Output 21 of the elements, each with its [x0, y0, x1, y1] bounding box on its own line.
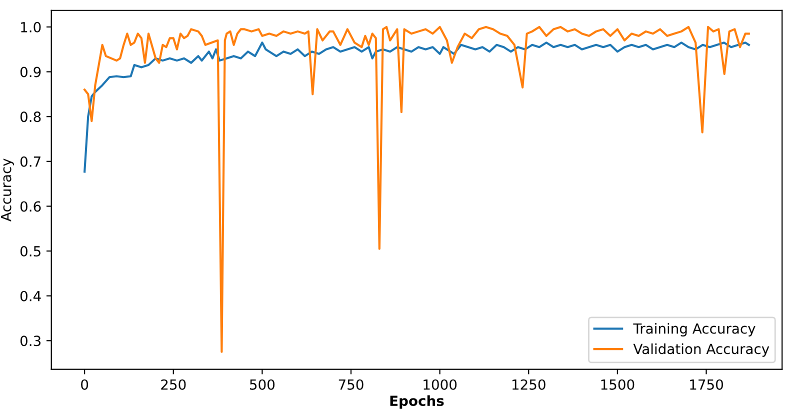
- x-tick-label: 750: [338, 379, 364, 390]
- x-tick-label: 0: [81, 379, 88, 390]
- legend-label: Validation Accuracy: [633, 343, 770, 357]
- x-tick-label: 1250: [512, 379, 546, 390]
- y-tick-label: 0.5: [20, 246, 40, 257]
- x-tick-label: 500: [250, 379, 275, 390]
- y-tick-label: 0.9: [20, 66, 41, 78]
- y-tick-label: 1.0: [21, 22, 41, 32]
- y-axis-title: Accuracy: [0, 158, 14, 222]
- x-tick-label: 250: [161, 379, 186, 390]
- y-tick-label: 0.7: [20, 156, 40, 167]
- x-tick-label: 1500: [601, 379, 634, 390]
- x-axis-title: Epochs: [390, 395, 444, 409]
- x-tick-label: 1750: [690, 379, 724, 390]
- x-tick-label: 1000: [424, 379, 457, 390]
- y-tick-label: 0.6: [20, 201, 41, 212]
- legend-label: Training Accuracy: [633, 323, 756, 336]
- y-tick-label: 0.8: [20, 112, 41, 122]
- y-tick-label: 0.4: [20, 290, 41, 302]
- line-series: [84, 42, 750, 173]
- y-tick-label: 0.3: [20, 336, 41, 346]
